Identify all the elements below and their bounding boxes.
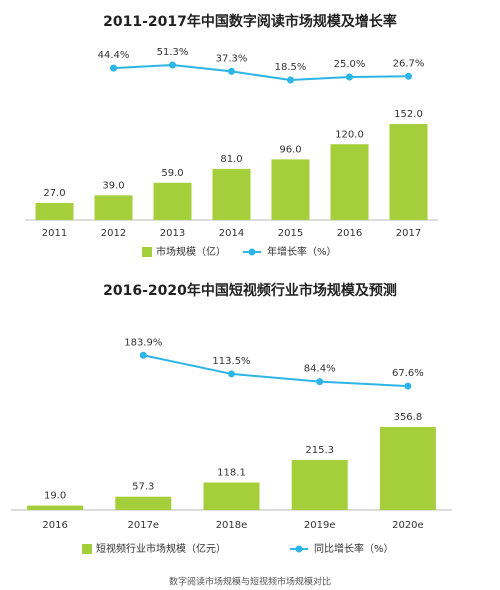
data-label: 183.9%: [124, 337, 162, 348]
x-tick-label: 2012: [101, 228, 126, 239]
data-label: 215.3: [305, 445, 334, 456]
line-point: [169, 61, 176, 69]
x-tick-label: 2019e: [304, 520, 336, 531]
legend-label: 同比增长率（%）: [314, 542, 394, 555]
line-point: [228, 67, 235, 75]
bar: [379, 427, 436, 510]
data-label: 25.0%: [334, 59, 366, 70]
data-label: 96.0: [279, 144, 301, 155]
x-tick-label: 2018e: [216, 520, 248, 531]
data-label: 57.3: [132, 482, 154, 493]
line-point: [346, 73, 353, 81]
bar: [115, 496, 172, 510]
data-label: 51.3%: [157, 47, 189, 58]
data-label: 18.5%: [275, 62, 307, 73]
data-label: 39.0: [102, 180, 124, 191]
bar: [291, 459, 348, 510]
x-tick-label: 2014: [219, 228, 244, 239]
x-tick-label: 2013: [160, 228, 185, 239]
x-tick-label: 2016: [42, 520, 67, 531]
legend-marker: [248, 248, 256, 256]
bar: [94, 195, 133, 220]
bar: [271, 159, 310, 220]
x-tick-label: 2017: [396, 228, 421, 239]
x-tick-label: 2017e: [127, 520, 159, 531]
data-label: 118.1: [217, 468, 246, 479]
caption: 数字阅读市场规模与短视频市场规模对比: [169, 576, 331, 588]
bar: [330, 144, 369, 220]
legend-marker: [295, 545, 303, 553]
chart-title: 2016-2020年中国短视频行业市场规模及预测: [103, 282, 397, 299]
legend-swatch: [142, 247, 152, 257]
data-label: 59.0: [161, 168, 183, 179]
line-point: [316, 378, 324, 386]
data-label: 26.7%: [393, 58, 425, 69]
bar: [203, 482, 260, 510]
bar: [389, 124, 428, 220]
line: [113, 63, 409, 82]
bar: [212, 168, 251, 220]
data-label: 356.8: [394, 412, 423, 423]
chart-title: 2011-2017年中国数字阅读市场规模及增长率: [103, 13, 397, 30]
data-label: 81.0: [220, 154, 242, 165]
data-label: 120.0: [335, 129, 364, 140]
legend-swatch: [82, 544, 92, 554]
legend-label: 市场规模（亿）: [156, 245, 226, 258]
legend-label: 短视频行业市场规模（亿元）: [96, 542, 226, 555]
line-point: [404, 382, 412, 390]
x-tick-label: 2011: [42, 228, 67, 239]
bar: [27, 505, 84, 510]
data-label: 113.5%: [212, 356, 250, 367]
bar: [153, 182, 192, 220]
line-point: [110, 64, 117, 72]
data-label: 19.0: [44, 491, 66, 502]
line-point: [228, 370, 235, 378]
line: [143, 354, 408, 388]
line-point: [139, 351, 147, 359]
legend-label: 年增长率（%）: [267, 245, 337, 258]
x-tick-label: 2016: [337, 228, 362, 239]
bar: [35, 202, 74, 220]
data-label: 44.4%: [98, 50, 130, 61]
x-tick-label: 2015: [278, 228, 303, 239]
line-point: [405, 72, 412, 80]
data-label: 152.0: [394, 109, 423, 120]
data-label: 67.6%: [392, 368, 424, 379]
data-label: 37.3%: [216, 53, 248, 64]
data-label: 84.4%: [304, 364, 336, 375]
x-tick-label: 2020e: [392, 520, 424, 531]
data-label: 27.0: [43, 188, 65, 199]
line-point: [287, 76, 294, 84]
